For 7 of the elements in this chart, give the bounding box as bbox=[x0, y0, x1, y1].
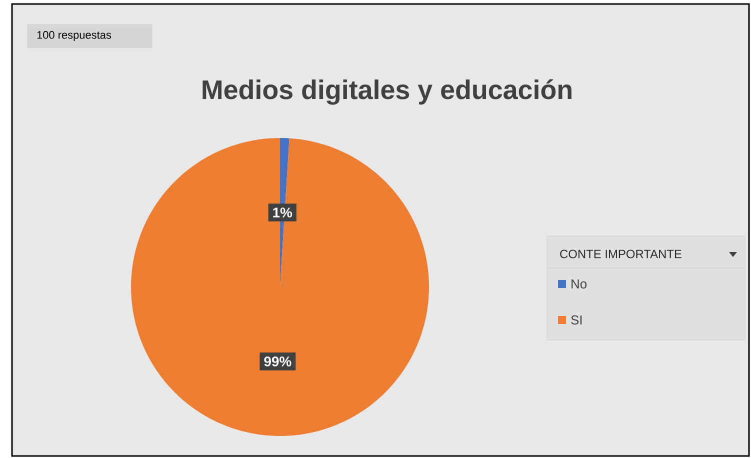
legend-title: CONTE IMPORTANTE bbox=[560, 250, 682, 258]
text: 100 respuestas bbox=[37, 31, 112, 41]
legend-label: No bbox=[572, 279, 587, 289]
data-label: 99% bbox=[264, 356, 292, 366]
legend-label: SI bbox=[571, 315, 582, 325]
chart-title: Medios digitales y educación bbox=[202, 79, 572, 105]
data-label: 1% bbox=[273, 208, 292, 218]
